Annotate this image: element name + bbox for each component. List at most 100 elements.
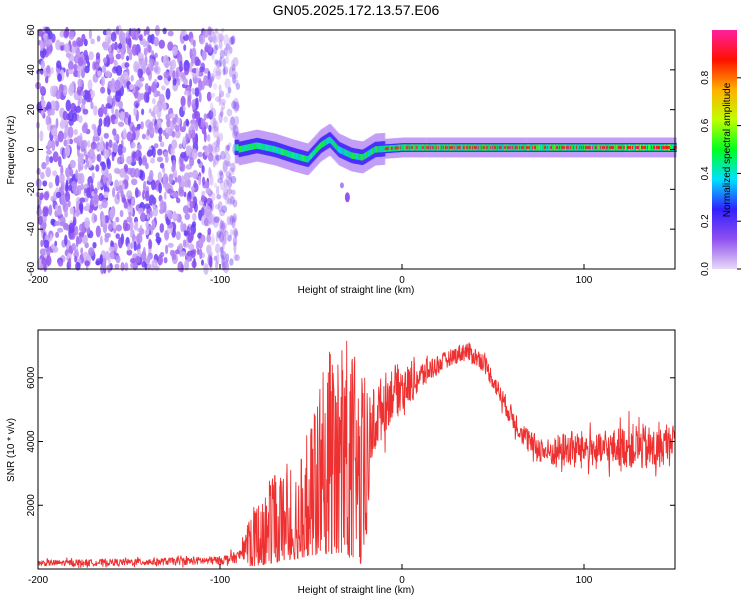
spectrogram-noise-blob <box>139 61 146 69</box>
spectrogram-noise-blob <box>129 83 134 91</box>
spectrogram-noise-blob <box>84 260 90 267</box>
spectrogram-core <box>616 144 619 151</box>
spectrogram-core <box>367 150 370 158</box>
spectrogram-noise-blob <box>214 96 222 103</box>
spectrogram-core <box>530 144 533 151</box>
spectrogram-core <box>294 152 297 160</box>
spectrogram-peak <box>668 146 670 149</box>
spectrogram-core <box>404 144 407 151</box>
spectrogram-core <box>604 144 607 151</box>
spectrogram-core <box>247 144 250 151</box>
spectrogram-noise-blob <box>77 97 81 109</box>
spectrogram-peak <box>449 146 452 149</box>
spectrogram-noise-blob <box>45 167 51 178</box>
spectrogram-noise-blob <box>130 257 136 264</box>
spectrogram-peak <box>406 146 409 149</box>
spectrogram-noise-blob <box>178 181 186 188</box>
spectrogram-core <box>523 144 526 151</box>
spectrogram-core <box>288 150 291 158</box>
spectrogram-noise-blob <box>128 52 133 61</box>
spectrogram-peak <box>637 146 639 149</box>
spectrogram-noise-blob <box>151 197 157 205</box>
spectrogram-core <box>505 144 508 151</box>
spectrogram-noise-blob <box>93 136 100 142</box>
spectrogram-noise-blob <box>103 57 108 64</box>
spectrogram-core <box>382 145 385 153</box>
spectrogram-core <box>257 142 260 149</box>
spectrogram-peak <box>448 146 451 149</box>
spectrogram-core <box>497 144 500 151</box>
spectrogram-noise-blob <box>207 152 214 162</box>
spectrogram-noise-blob <box>152 146 156 158</box>
spectrogram-core <box>392 145 395 152</box>
spectrogram-noise-blob <box>45 115 50 126</box>
spectrogram-noise-blob <box>185 118 190 126</box>
spectrogram-core <box>548 144 551 151</box>
spectrogram-core <box>512 144 515 151</box>
spectrogram-peak <box>651 146 653 149</box>
spectrogram-core <box>542 144 545 151</box>
spectrogram-noise-blob <box>90 141 97 150</box>
spectrogram-noise-blob <box>200 194 205 203</box>
spectrogram-core <box>590 144 593 151</box>
spectrogram-noise-blob <box>69 168 74 177</box>
spectrogram-core <box>428 144 431 151</box>
colorbar-tick-label: 0.2 <box>700 214 711 228</box>
spectrogram-peak <box>411 146 414 149</box>
spectrogram-peak <box>664 146 666 149</box>
snr-frame <box>37 329 676 570</box>
spectrogram-core <box>650 144 652 151</box>
spectrogram-noise-blob <box>165 244 169 255</box>
spectrogram-noise-blob <box>50 108 55 116</box>
spectrogram-noise-blob <box>213 255 218 261</box>
spectrogram-noise-blob <box>75 105 82 113</box>
spectrogram-noise-blob <box>104 70 111 78</box>
spectrogram-noise-blob <box>219 34 224 42</box>
spectrogram-core <box>269 145 272 152</box>
snr-ticks: -200 -100 0 100 2000 4000 6000 <box>26 366 675 586</box>
spectrogram-noise-blob <box>194 87 200 97</box>
spectrogram-noise-blob <box>55 231 60 238</box>
spectrogram-noise-blob <box>70 102 76 112</box>
spectrogram-noise-blob <box>164 127 171 134</box>
spectrogram-noise-blob <box>39 248 46 256</box>
spectrogram-noise-blob <box>59 221 65 227</box>
spectrogram-core <box>272 145 275 153</box>
spectrogram-noise-blob <box>223 178 229 190</box>
spectrogram-peak <box>385 147 388 151</box>
spectrogram-noise-blob <box>52 170 58 177</box>
spectrogram-noise-blob <box>201 50 207 61</box>
spectrogram-noise-blob <box>220 246 224 258</box>
spectrogram-noise-blob <box>234 115 240 126</box>
spectrogram-noise-blob <box>210 192 216 202</box>
spectrogram-core <box>671 144 673 151</box>
spectrogram-noise-blob <box>222 184 228 195</box>
spectrogram-xtick-label: 0 <box>399 275 405 286</box>
spectrogram-core <box>439 144 442 151</box>
colorbar-ticks: 0.0 0.2 0.4 0.6 0.8 <box>700 70 741 276</box>
spectrogram-core <box>539 144 542 151</box>
spectrogram-ytick-label: -40 <box>26 222 37 237</box>
spectrogram-noise-blob <box>118 30 125 43</box>
spectrogram-noise-blob <box>42 48 47 56</box>
spectrogram-panel: -200 -100 0 100 60 40 20 0 -20 -40 -60 Height of s… <box>6 24 677 296</box>
spectrogram-noise-blob <box>153 104 159 115</box>
spectrogram-noise-blob <box>180 264 184 273</box>
spectrogram-noise-blob <box>90 101 94 110</box>
spectrogram-noise-blob <box>214 152 219 161</box>
spectrogram-core <box>360 154 363 161</box>
spectrogram-core <box>541 144 544 151</box>
spectrogram-noise-blob <box>223 257 228 269</box>
spectrogram-noise-blob <box>183 90 190 96</box>
spectrogram-noise-blob <box>159 141 165 148</box>
spectrogram-noise-blob <box>154 265 160 271</box>
spectrogram-core <box>245 144 248 152</box>
spectrogram-peak <box>618 146 621 149</box>
spectrogram-noise-blob <box>217 230 221 239</box>
spectrogram-core <box>553 144 556 151</box>
spectrogram-core <box>243 145 246 152</box>
spectrogram-core <box>536 144 539 151</box>
snr-xtick-label: 100 <box>576 575 593 586</box>
spectrogram-noise-blob <box>155 236 162 244</box>
spectrogram-noise-blob <box>131 197 135 205</box>
